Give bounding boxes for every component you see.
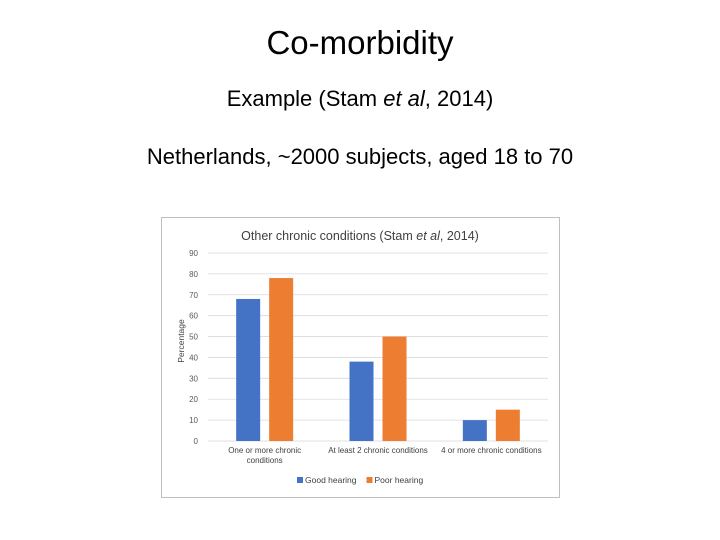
chart-title: Other chronic conditions (Stam et al, 20… — [241, 229, 479, 243]
citation-pre: Example (Stam — [226, 86, 384, 111]
bar — [382, 336, 407, 441]
bar — [236, 298, 261, 441]
x-tick-label: At least 2 chronic conditions — [328, 446, 428, 455]
bar — [462, 420, 487, 441]
bar — [349, 361, 374, 441]
y-axis-label: Percentage — [176, 319, 186, 363]
chart-title-et-al: et al — [416, 229, 441, 243]
y-tick-label: 20 — [189, 395, 198, 404]
citation-et-al: et al — [383, 86, 425, 111]
citation-post: , 2014) — [424, 86, 494, 111]
chart-title-post: , 2014) — [440, 229, 479, 243]
bar-chart: Other chronic conditions (Stam et al, 20… — [176, 229, 548, 485]
y-tick-label: 40 — [189, 353, 198, 362]
bar — [495, 409, 520, 441]
study-description: Netherlands, ~2000 subjects, aged 18 to … — [146, 144, 574, 169]
y-tick-label: 30 — [189, 374, 198, 383]
legend-label: Good hearing — [305, 475, 357, 485]
y-tick-label: 10 — [189, 416, 198, 425]
citation-line: Example (Stam et al, 2014) — [0, 86, 720, 112]
y-tick-label: 70 — [189, 291, 198, 300]
chart-title-pre: Other chronic conditions (Stam — [241, 229, 416, 243]
y-tick-label: 0 — [194, 437, 199, 446]
y-tick-label: 90 — [189, 249, 198, 258]
bar — [269, 278, 294, 441]
legend-label: Poor hearing — [375, 475, 424, 485]
legend-swatch — [297, 477, 303, 483]
legend-swatch — [366, 477, 373, 483]
y-tick-label: 60 — [189, 312, 198, 321]
slide-title: Co-morbidity — [266, 24, 454, 61]
x-tick-label: One or more chronic conditions — [228, 446, 301, 465]
chart-container: Other chronic conditions (Stam et al, 20… — [161, 217, 560, 498]
y-tick-label: 80 — [189, 270, 198, 279]
y-tick-label: 50 — [189, 333, 198, 342]
x-tick-label: 4 or more chronic conditions — [441, 446, 542, 455]
